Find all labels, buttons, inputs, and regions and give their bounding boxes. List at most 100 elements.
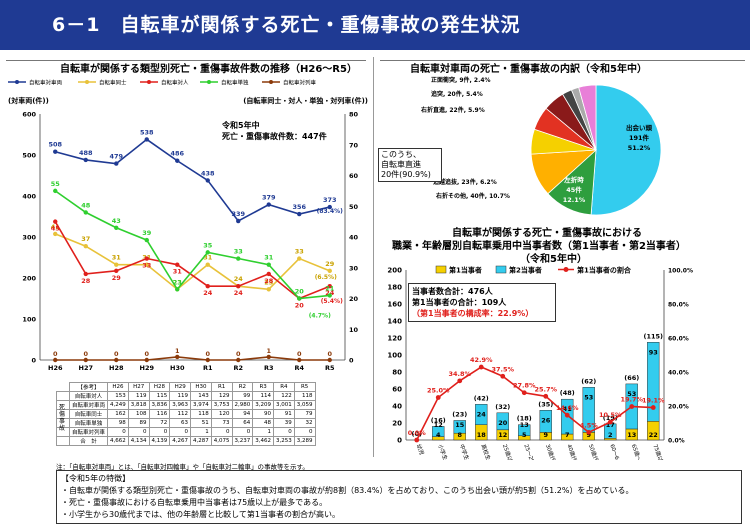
data-label: 379: [262, 194, 276, 202]
legend-label: 自転車対列車: [283, 79, 317, 87]
table-cell: 0: [107, 427, 129, 437]
divider-vertical: [373, 57, 374, 457]
data-label: 0: [236, 350, 241, 358]
pie-slice: [578, 84, 597, 151]
pie-callout-line: このうち、: [381, 150, 421, 159]
table-cell: 118: [190, 409, 212, 419]
table-cell: 122: [273, 391, 295, 401]
data-point: [175, 262, 180, 267]
pie-label: 45件: [566, 185, 582, 194]
table-cell: 0: [231, 427, 254, 437]
ratio-label: 19.7%: [620, 396, 643, 404]
table-header-cell: H30: [190, 382, 212, 392]
pie-callout: このうち、 自転車直進 20件(90.9%): [378, 148, 442, 182]
y-tick-label-right: 40: [349, 234, 359, 242]
y-tick-label-left: 200: [387, 267, 402, 275]
table-corner: [57, 383, 70, 392]
table-row-label: 自転車単独: [68, 418, 109, 428]
x-tick-label: 75歳以上: [651, 443, 667, 460]
x-tick-label: 30歳代: [544, 443, 558, 460]
page-title: 6－1 自転車が関係する死亡・重傷事故の発生状況: [52, 14, 521, 36]
bar-summary-box: 当事者数合計：476人 第1当事者の合計：109人 （第1当事者の構成率：22.…: [408, 283, 556, 322]
bar-label-first: 12: [498, 431, 507, 439]
x-tick-label: H30: [170, 364, 185, 372]
bar-label-first: 9: [543, 431, 548, 439]
features-line: ・自転車が関係する類型別死亡・重傷事故のうち、自転車対車両の事故が約8割（83.…: [61, 486, 634, 495]
data-point: [266, 287, 271, 292]
bar-chart-title-2: 職業・年齢層別自転車乗用中当事者数（第1当事者・第2当事者）: [392, 241, 686, 252]
data-point: [114, 268, 119, 274]
table-header-cell: R5: [293, 382, 316, 392]
ratio-point: [521, 390, 527, 396]
data-label: 28: [264, 277, 274, 285]
data-label: 1: [175, 347, 180, 355]
data-label: 31: [173, 268, 183, 276]
data-point: [236, 284, 241, 289]
table-cell: 118: [293, 391, 316, 401]
data-point: [83, 157, 88, 163]
ratio-label: 42.9%: [470, 356, 493, 364]
table-cell: 129: [210, 391, 233, 401]
legend-marker: [15, 80, 19, 84]
data-label: 0: [114, 350, 119, 358]
bar-total-label: (19): [603, 414, 618, 422]
x-tick-label: 65歳～74歳: [630, 443, 648, 460]
table-cell: 119: [127, 391, 150, 401]
table-cell: 4,139: [148, 436, 171, 446]
features-line: ・小学生から30歳代までは、他の年齢層と比較して第1当事者の割合が高い。: [61, 510, 341, 519]
data-point: [266, 202, 271, 207]
data-point: [297, 256, 302, 261]
table-cell: 114: [252, 391, 275, 401]
table-cell: 0: [169, 427, 192, 437]
y-tick-label-right: 10: [349, 326, 359, 334]
bar-label-first: 2: [608, 431, 613, 439]
table-cell: 116: [148, 409, 171, 419]
data-point: [236, 256, 241, 261]
ratio-label: 27.8%: [513, 382, 536, 390]
x-tick-label: 中学生: [458, 443, 471, 460]
data-point: [327, 268, 332, 274]
table-cell: 4,134: [127, 436, 150, 446]
bar-label-first: 18: [477, 431, 487, 439]
x-tick-label: R4: [294, 364, 304, 372]
features-line: ・死亡・重傷事故における自転車乗用中当事者は75歳以上が最多である。: [61, 498, 328, 507]
table-cell: 89: [127, 418, 150, 428]
bar-label-second: 17: [606, 421, 615, 429]
bar-label-second: 53: [627, 390, 636, 398]
series-line: [54, 221, 331, 300]
data-label: 29: [112, 274, 122, 282]
table-cell: 153: [107, 391, 129, 401]
y-tick-label-right: 70: [349, 141, 359, 149]
table-cell: 4,075: [210, 436, 233, 446]
legend-swatch: [495, 265, 507, 274]
data-label: 356: [292, 203, 306, 211]
x-tick-label: R1: [203, 364, 213, 372]
data-point: [297, 357, 302, 363]
table-cell: 162: [107, 409, 129, 419]
table-cell: 3,963: [169, 400, 192, 410]
ratio-point: [478, 364, 484, 370]
bar-total-label: (32): [495, 403, 510, 411]
y-tick-label-left: 40: [392, 403, 402, 411]
y-tick-label-left: 400: [22, 193, 36, 201]
y-tick-label-left: 500: [22, 152, 36, 160]
table-cell: 4,249: [107, 400, 129, 410]
table-cell: 73: [210, 418, 233, 428]
series-line: [55, 138, 330, 223]
data-label: 0: [327, 350, 332, 358]
table-row: 自転車対車両 4,249 3,818 3,836 3,963 3,974 3,753 2,98…: [56, 400, 316, 410]
data-label: 41: [51, 223, 61, 231]
data-point: [175, 158, 180, 163]
table-cell: 32: [293, 418, 316, 428]
data-point: [83, 357, 88, 363]
pie-label: 右折直進, 22件, 5.9%: [420, 106, 485, 114]
x-tick-label: 高校生: [479, 443, 492, 460]
table-cell: 0: [210, 427, 233, 437]
table-cell: 98: [107, 418, 129, 428]
series-line: [54, 233, 331, 291]
table-side-cell: [56, 436, 70, 446]
data-label: 33: [295, 248, 304, 256]
y-tick-label-left: 80: [392, 369, 402, 377]
data-point: [53, 357, 58, 363]
legend-marker: [207, 80, 211, 84]
